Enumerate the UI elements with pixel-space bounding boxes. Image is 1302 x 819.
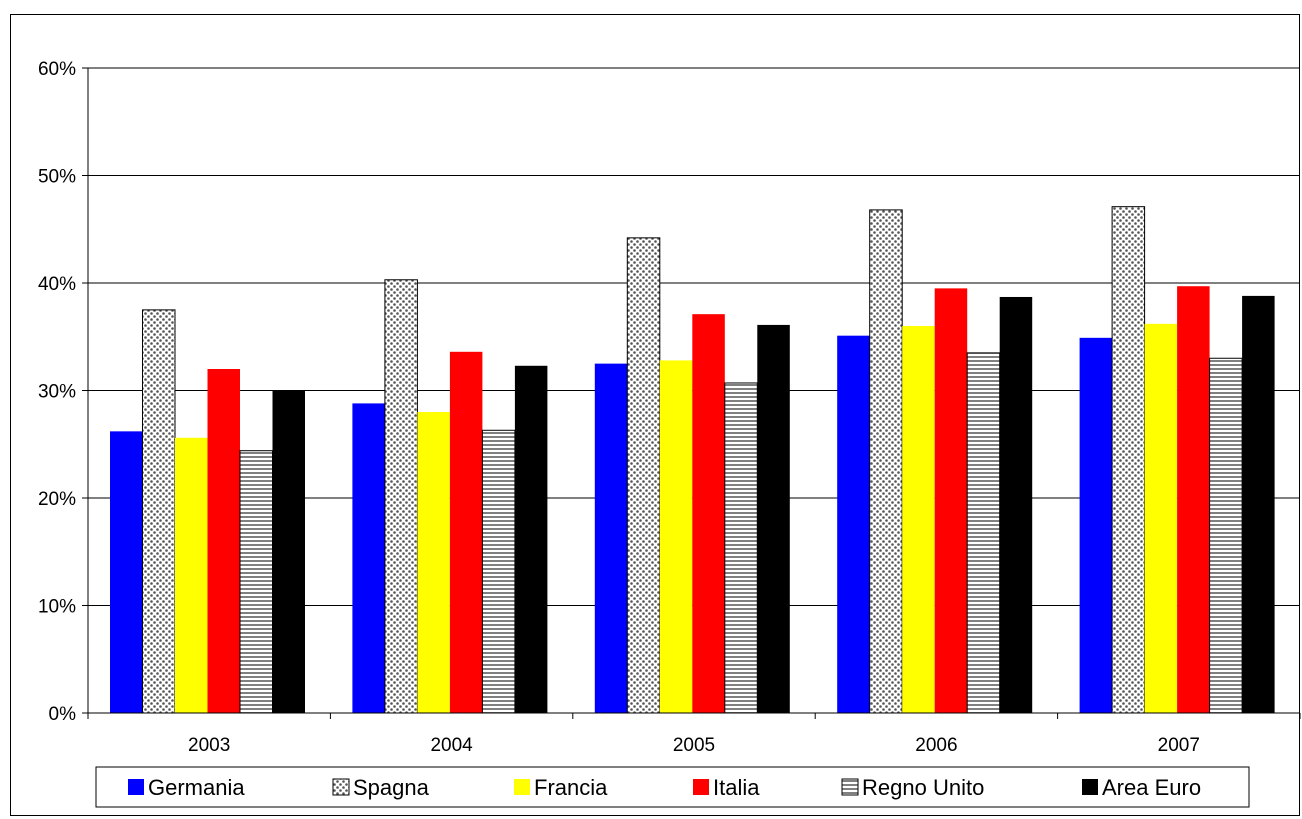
bar (239, 450, 273, 714)
bar (966, 352, 1001, 714)
bars-layer (110, 206, 1275, 714)
legend-swatch (841, 778, 859, 796)
bar (869, 209, 903, 714)
bar (724, 382, 758, 714)
legend-label: Germania (148, 775, 245, 800)
bar (449, 351, 483, 713)
x-tick-label: 2005 (673, 735, 715, 756)
bar (514, 365, 548, 713)
y-tick-label: 0% (49, 704, 77, 725)
bar (272, 390, 305, 713)
legend-box (95, 766, 1250, 808)
legend-swatch (332, 778, 350, 796)
legend-label: Area Euro (1102, 775, 1201, 800)
y-tick-label: 60% (38, 59, 76, 80)
bar (110, 431, 143, 713)
x-tick-label: 2006 (915, 735, 957, 756)
bar (594, 363, 628, 713)
bar (1144, 323, 1178, 713)
bar (902, 326, 935, 713)
bar (837, 335, 870, 713)
legend-item: Francia (514, 775, 608, 800)
bar (757, 324, 790, 713)
y-tick-label: 20% (38, 489, 76, 510)
legend-swatch (693, 779, 709, 795)
legend-swatch (128, 779, 144, 795)
bar (692, 314, 725, 713)
y-tick-label: 40% (38, 274, 76, 295)
legend-item: Spagna (332, 775, 430, 800)
bar (481, 429, 516, 714)
bar (1242, 295, 1275, 713)
x-tick-label: 2004 (430, 735, 473, 756)
y-tick-label: 50% (38, 167, 76, 188)
legend-label: Spagna (353, 775, 430, 800)
legend-label: Francia (534, 775, 608, 800)
bar (384, 279, 418, 714)
bar (934, 288, 968, 713)
legend-item: Germania (128, 775, 245, 800)
bar (207, 369, 240, 713)
x-tick-label: 2003 (188, 735, 230, 756)
y-tick-label: 10% (38, 597, 76, 618)
legend-item: Regno Unito (841, 775, 984, 800)
bar (352, 403, 385, 713)
bar (1209, 357, 1243, 714)
bar (417, 412, 450, 713)
y-tick-label: 30% (38, 382, 76, 403)
bar (999, 296, 1033, 713)
legend-swatch (1082, 779, 1098, 795)
axes: 0% 10% 20% 30% 40% 50% 60% 2003 2004 2005 2006 2007 (38, 59, 1301, 756)
bar (1079, 337, 1113, 713)
legend-item: Italia (693, 775, 760, 800)
bar (142, 309, 176, 714)
legend-label: Italia (713, 775, 760, 800)
bar (1111, 206, 1146, 714)
bar (1177, 286, 1210, 713)
legend-item: Area Euro (1082, 775, 1201, 800)
bar (659, 360, 693, 713)
legend: Germania Spagna Francia Italia Regno Unito Ar… (95, 766, 1250, 808)
bar (175, 437, 208, 713)
x-tick-label: 2007 (1158, 735, 1200, 756)
bar (626, 237, 661, 714)
legend-label: Regno Unito (862, 775, 984, 800)
legend-swatch (514, 779, 530, 795)
